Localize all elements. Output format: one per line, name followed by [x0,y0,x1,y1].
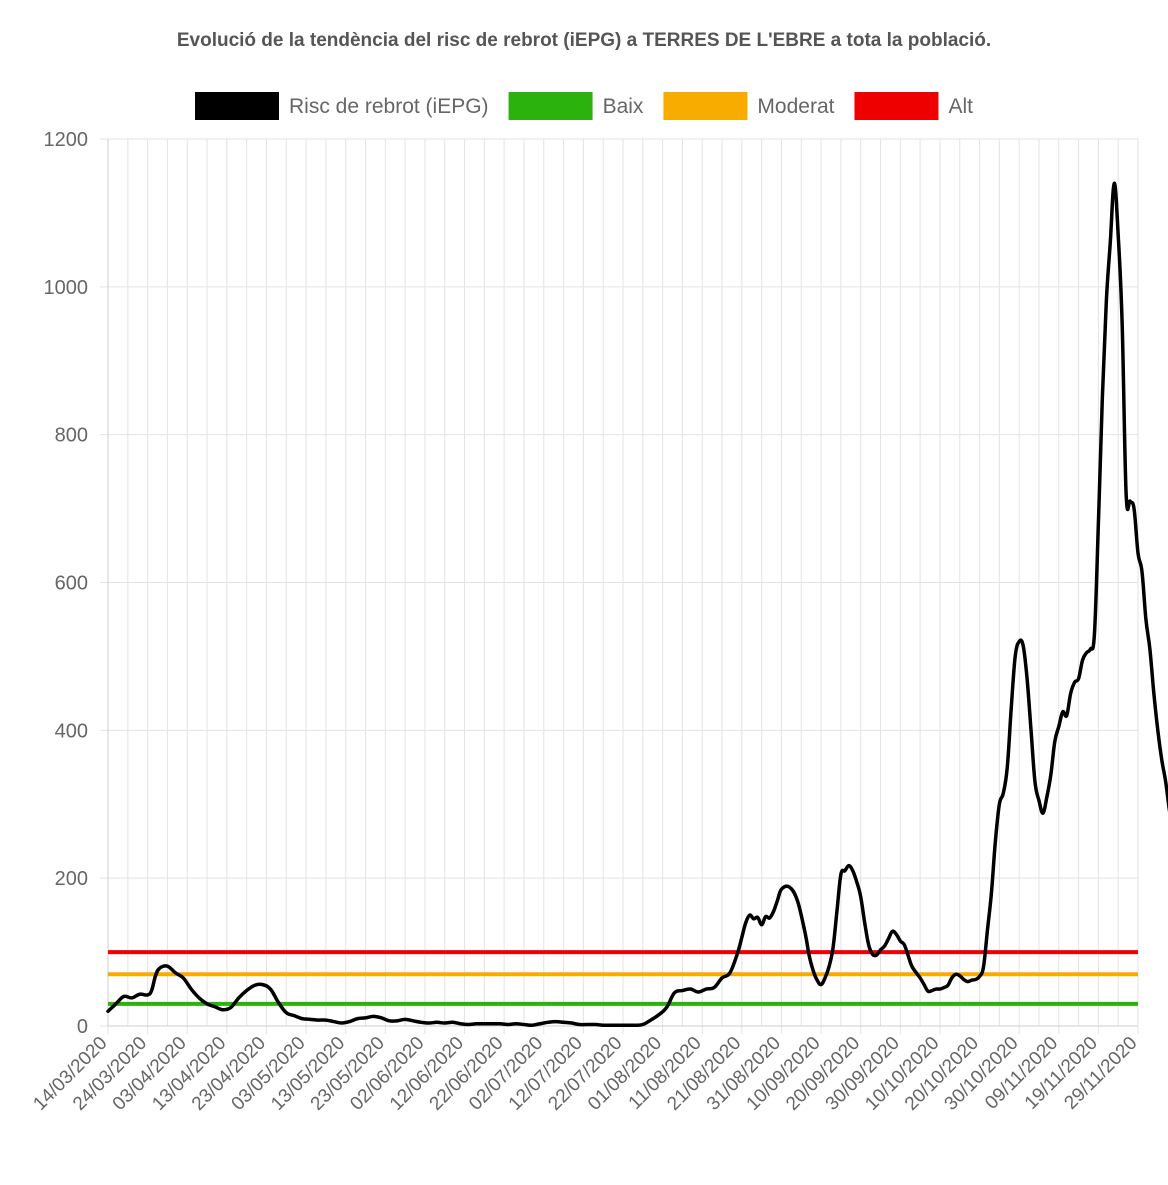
y-tick-label: 0 [77,1016,88,1038]
legend-swatch-moderat[interactable] [663,92,748,120]
legend-label-alt[interactable]: Alt [948,95,973,118]
series-line-iepg [106,181,1168,1028]
y-tick-label: 1000 [44,277,89,299]
y-tick-label: 200 [55,868,88,890]
chart-title: Evolució de la tendència del risc de reb… [176,30,992,51]
y-tick-label: 1200 [44,129,89,151]
legend-label-baix[interactable]: Baix [603,95,644,118]
legend-swatch-baix[interactable] [508,92,593,120]
y-tick-label: 400 [55,720,88,742]
legend-swatch-risc-de-rebrot-iepg[interactable] [195,92,280,120]
y-tick-label: 800 [55,425,88,447]
legend-label-moderat[interactable]: Moderat [757,95,834,118]
legend-label-risc-de-rebrot-iepg[interactable]: Risc de rebrot (iEPG) [289,95,489,118]
legend-swatch-alt[interactable] [854,92,939,120]
y-tick-label: 600 [55,573,88,595]
